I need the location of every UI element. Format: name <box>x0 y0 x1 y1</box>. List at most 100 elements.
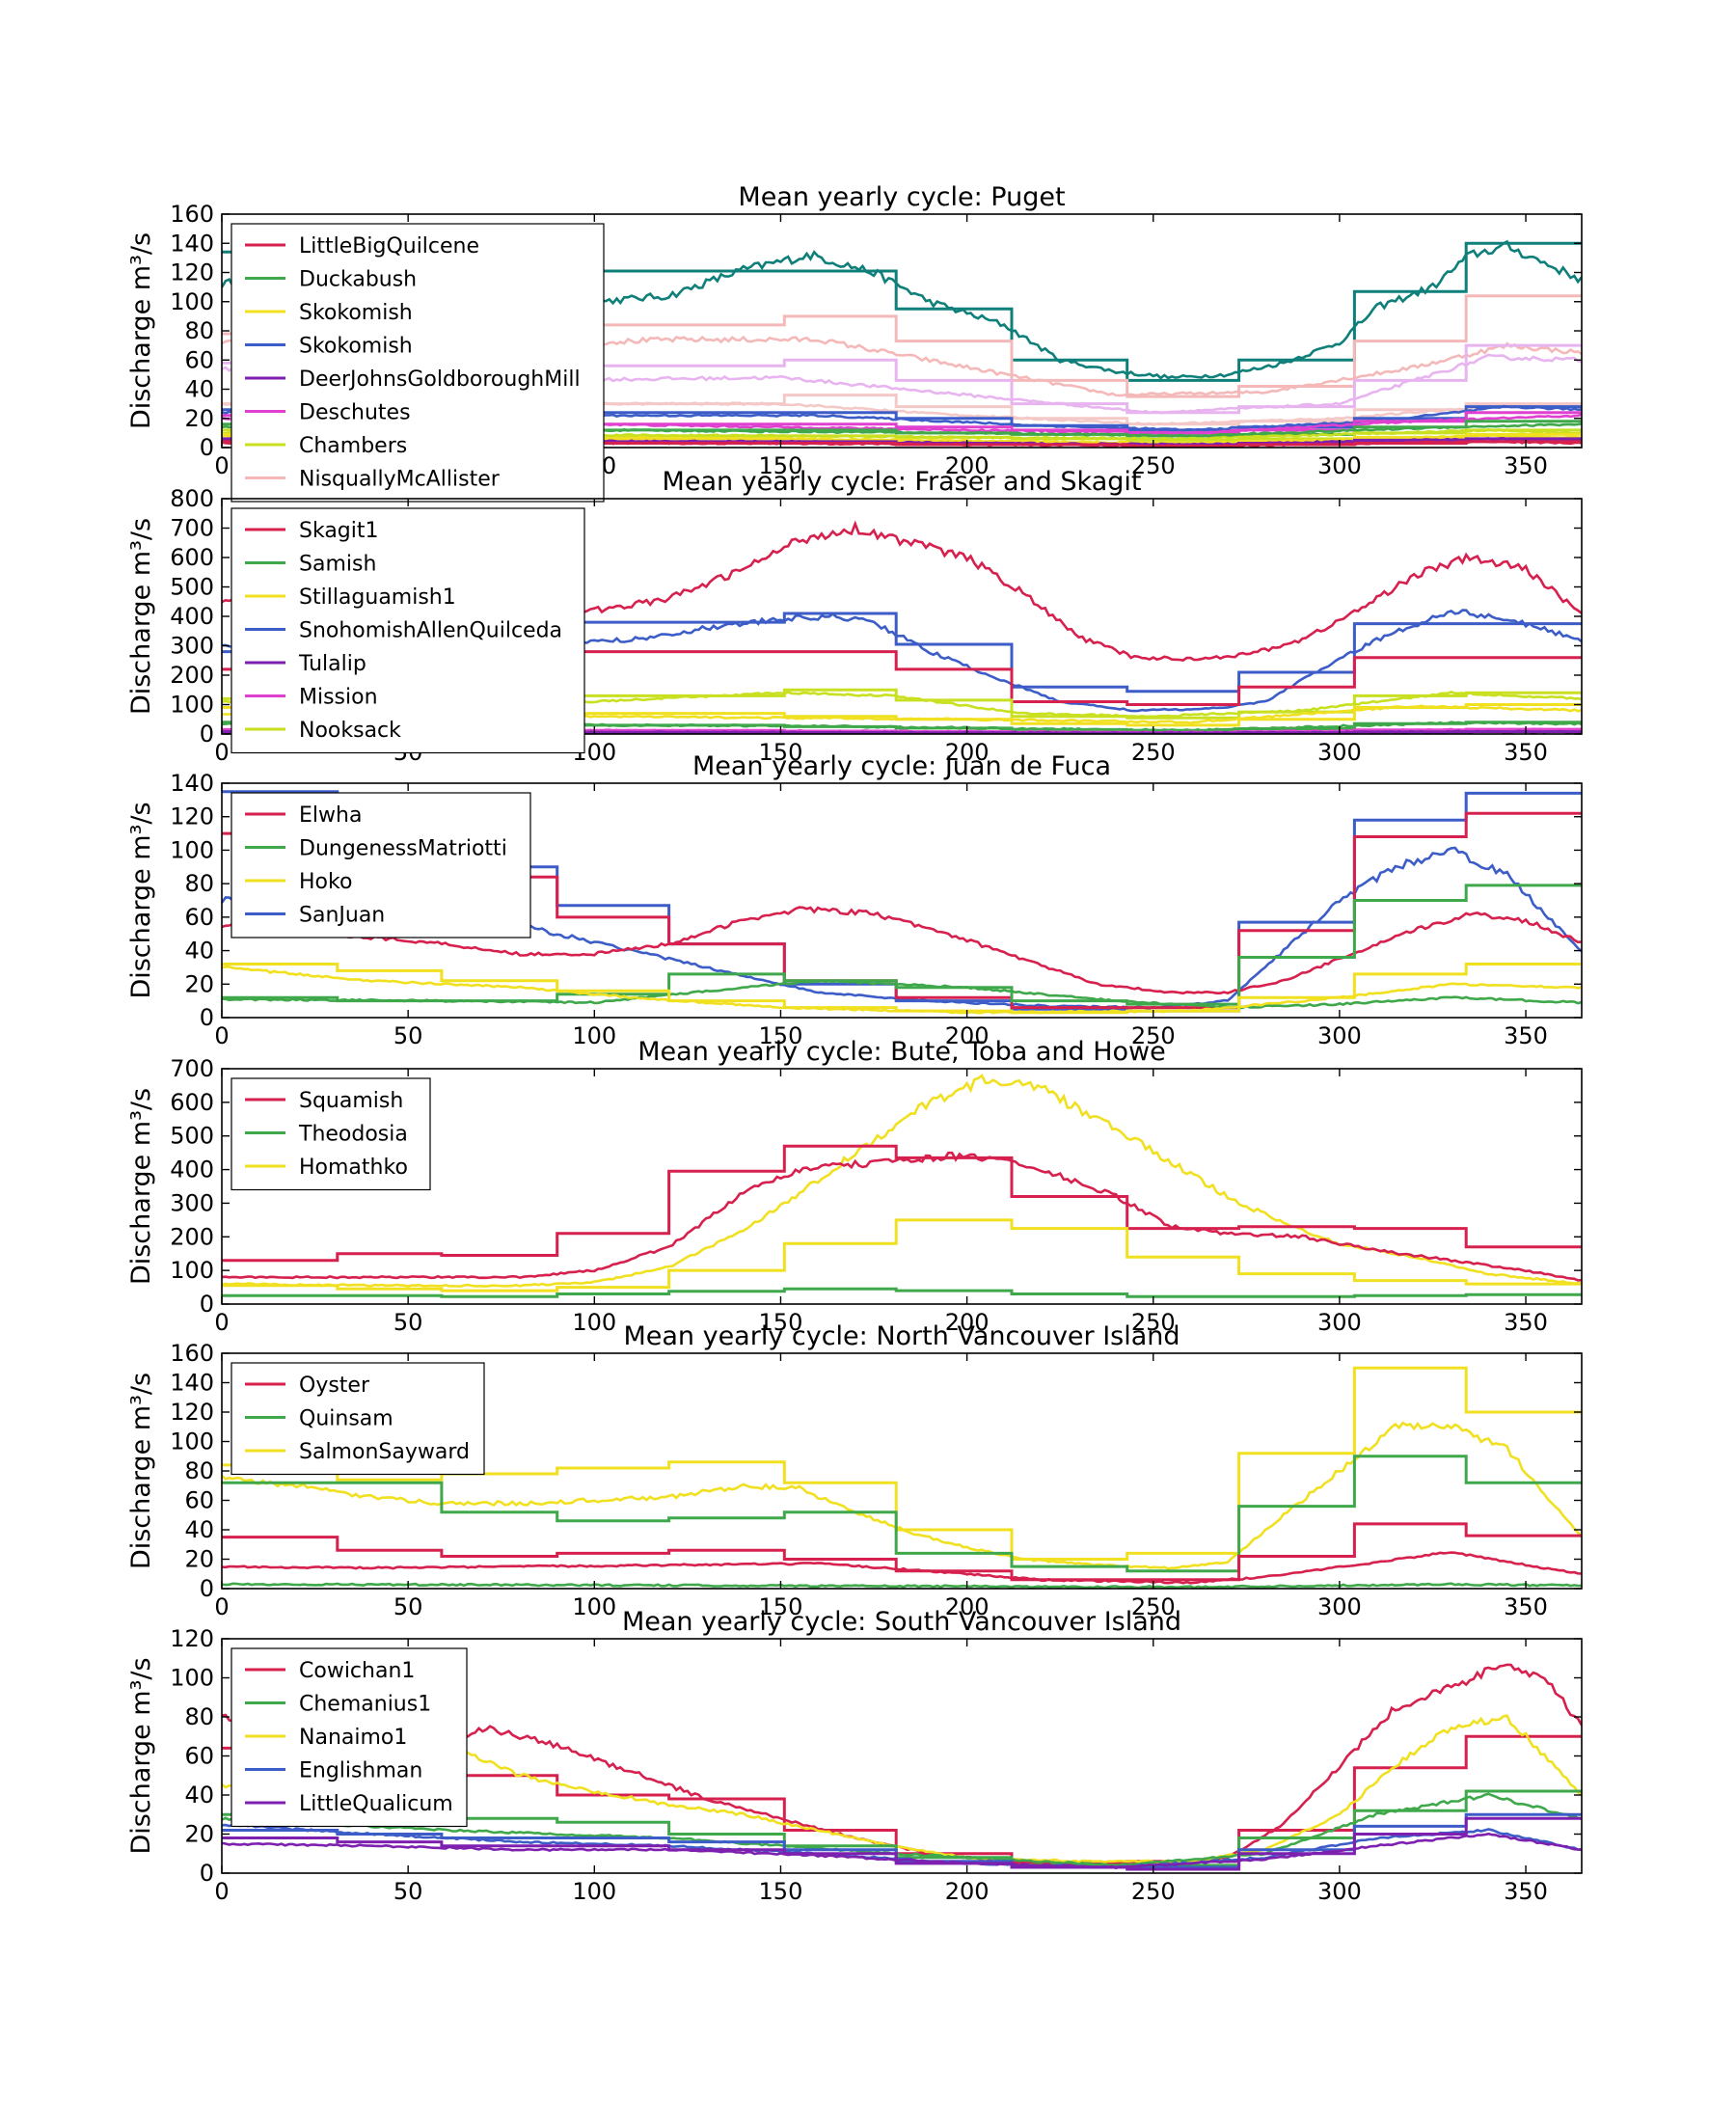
y-axis-label: Discharge m³/s <box>126 1657 156 1854</box>
x-tick-label: 350 <box>1504 1022 1548 1049</box>
y-tick-label: 80 <box>184 1703 214 1730</box>
legend-label: SnohomishAllenQuilceda <box>299 619 562 643</box>
series-daily-line <box>222 1151 1582 1282</box>
y-tick-label: 0 <box>200 1860 214 1887</box>
y-tick-label: 500 <box>170 1123 214 1150</box>
y-tick-label: 100 <box>170 836 214 863</box>
y-tick-label: 600 <box>170 1089 214 1116</box>
x-tick-label: 250 <box>1131 1309 1176 1336</box>
x-tick-label: 350 <box>1504 1593 1548 1620</box>
plot-frame <box>221 1068 1583 1305</box>
series-daily-line <box>222 1832 1582 1870</box>
y-axis-label: Discharge m³/s <box>126 802 156 998</box>
series-monthly-line <box>222 1816 1582 1871</box>
y-tick-label: 100 <box>170 1257 214 1284</box>
legend-label: SanJuan <box>299 904 385 928</box>
chart-panel-5: Mean yearly cycle: South Vancouver Islan… <box>126 1607 1583 1905</box>
legend-label: Quinsam <box>299 1407 393 1431</box>
series-monthly-line <box>222 1218 1582 1292</box>
x-tick-label: 0 <box>214 452 229 479</box>
y-tick-label: 200 <box>170 662 214 689</box>
x-tick-label: 0 <box>214 1309 229 1336</box>
y-tick-label: 400 <box>170 603 214 630</box>
y-tick-label: 100 <box>170 692 214 719</box>
y-tick-label: 40 <box>184 1782 214 1809</box>
y-tick-label: 40 <box>184 938 214 965</box>
series-daily-line <box>222 1551 1582 1585</box>
y-tick-label: 700 <box>170 515 214 542</box>
y-axis-label: Discharge m³/s <box>126 1373 156 1569</box>
x-tick-label: 150 <box>759 452 803 479</box>
series-monthly-line <box>222 1455 1582 1573</box>
y-tick-label: 120 <box>170 803 214 830</box>
y-tick-label: 80 <box>184 870 214 897</box>
x-tick-label: 200 <box>945 452 990 479</box>
y-tick-label: 60 <box>184 1743 214 1770</box>
y-tick-label: 300 <box>170 1189 214 1216</box>
series-daily-line <box>222 1792 1582 1867</box>
y-tick-label: 0 <box>200 1004 214 1031</box>
series-daily-line <box>222 1582 1582 1589</box>
legend-label: Skokomish <box>299 335 413 359</box>
legend-label: Samish <box>299 553 376 577</box>
legend-box <box>231 507 585 754</box>
y-tick-label: 40 <box>184 376 214 403</box>
legend-box <box>231 223 605 503</box>
legend-label: LittleQualicum <box>299 1792 453 1816</box>
x-tick-label: 100 <box>572 1593 616 1620</box>
legend-label: Homathko <box>299 1156 408 1180</box>
x-tick-label: 350 <box>1504 739 1548 766</box>
x-tick-label: 250 <box>1131 739 1176 766</box>
y-tick-label: 40 <box>184 1516 214 1543</box>
legend-label: Oyster <box>299 1374 370 1398</box>
y-tick-label: 20 <box>184 1821 214 1848</box>
x-tick-label: 300 <box>1317 1309 1362 1336</box>
y-tick-label: 500 <box>170 574 214 601</box>
y-axis-label: Discharge m³/s <box>126 232 156 429</box>
legend-label: Cowichan1 <box>299 1659 415 1683</box>
y-tick-label: 20 <box>184 405 214 432</box>
x-tick-label: 300 <box>1317 452 1362 479</box>
legend-label: Mission <box>299 686 378 710</box>
x-tick-label: 300 <box>1317 1878 1362 1905</box>
x-tick-label: 150 <box>759 1309 803 1336</box>
y-tick-label: 140 <box>170 230 214 257</box>
series-monthly-line <box>222 1287 1582 1298</box>
x-tick-label: 200 <box>945 1878 990 1905</box>
y-tick-label: 400 <box>170 1156 214 1183</box>
legend-label: Theodosia <box>298 1123 408 1147</box>
x-tick-label: 300 <box>1317 1593 1362 1620</box>
x-tick-label: 150 <box>759 1593 803 1620</box>
x-tick-label: 250 <box>1131 1022 1176 1049</box>
legend-label: Deschutes <box>299 401 411 425</box>
series-daily-line <box>222 979 1582 1010</box>
x-tick-label: 100 <box>572 1022 616 1049</box>
y-tick-label: 80 <box>184 1457 214 1484</box>
y-tick-label: 600 <box>170 544 214 571</box>
legend-label: LittleBigQuilcene <box>299 234 479 258</box>
x-tick-label: 150 <box>759 739 803 766</box>
x-tick-label: 50 <box>393 1022 423 1049</box>
series-monthly-line <box>222 1144 1582 1263</box>
series-daily-line <box>222 965 1582 1015</box>
legend-label: Englishman <box>299 1759 422 1783</box>
chart-panel-4: Mean yearly cycle: North Vancouver Islan… <box>126 1321 1583 1620</box>
legend-label: DeerJohnsGoldboroughMill <box>299 367 581 392</box>
chart-title: Mean yearly cycle: Juan de Fuca <box>692 751 1111 781</box>
legend-label: Skagit1 <box>299 519 379 543</box>
y-tick-label: 60 <box>184 904 214 931</box>
y-tick-label: 160 <box>170 1340 214 1367</box>
x-tick-label: 100 <box>572 1309 616 1336</box>
legend-label: Chambers <box>299 434 407 458</box>
y-tick-label: 200 <box>170 1223 214 1250</box>
chart-title: Mean yearly cycle: North Vancouver Islan… <box>623 1321 1180 1351</box>
legend-label: Hoko <box>299 870 352 894</box>
legend-label: DungenessMatriotti <box>299 837 507 861</box>
x-tick-label: 250 <box>1131 1593 1176 1620</box>
x-tick-label: 200 <box>945 1022 990 1049</box>
y-tick-label: 20 <box>184 1546 214 1573</box>
legend-label: Chemanius1 <box>299 1693 431 1717</box>
x-tick-label: 0 <box>214 739 229 766</box>
y-tick-label: 120 <box>170 1399 214 1426</box>
